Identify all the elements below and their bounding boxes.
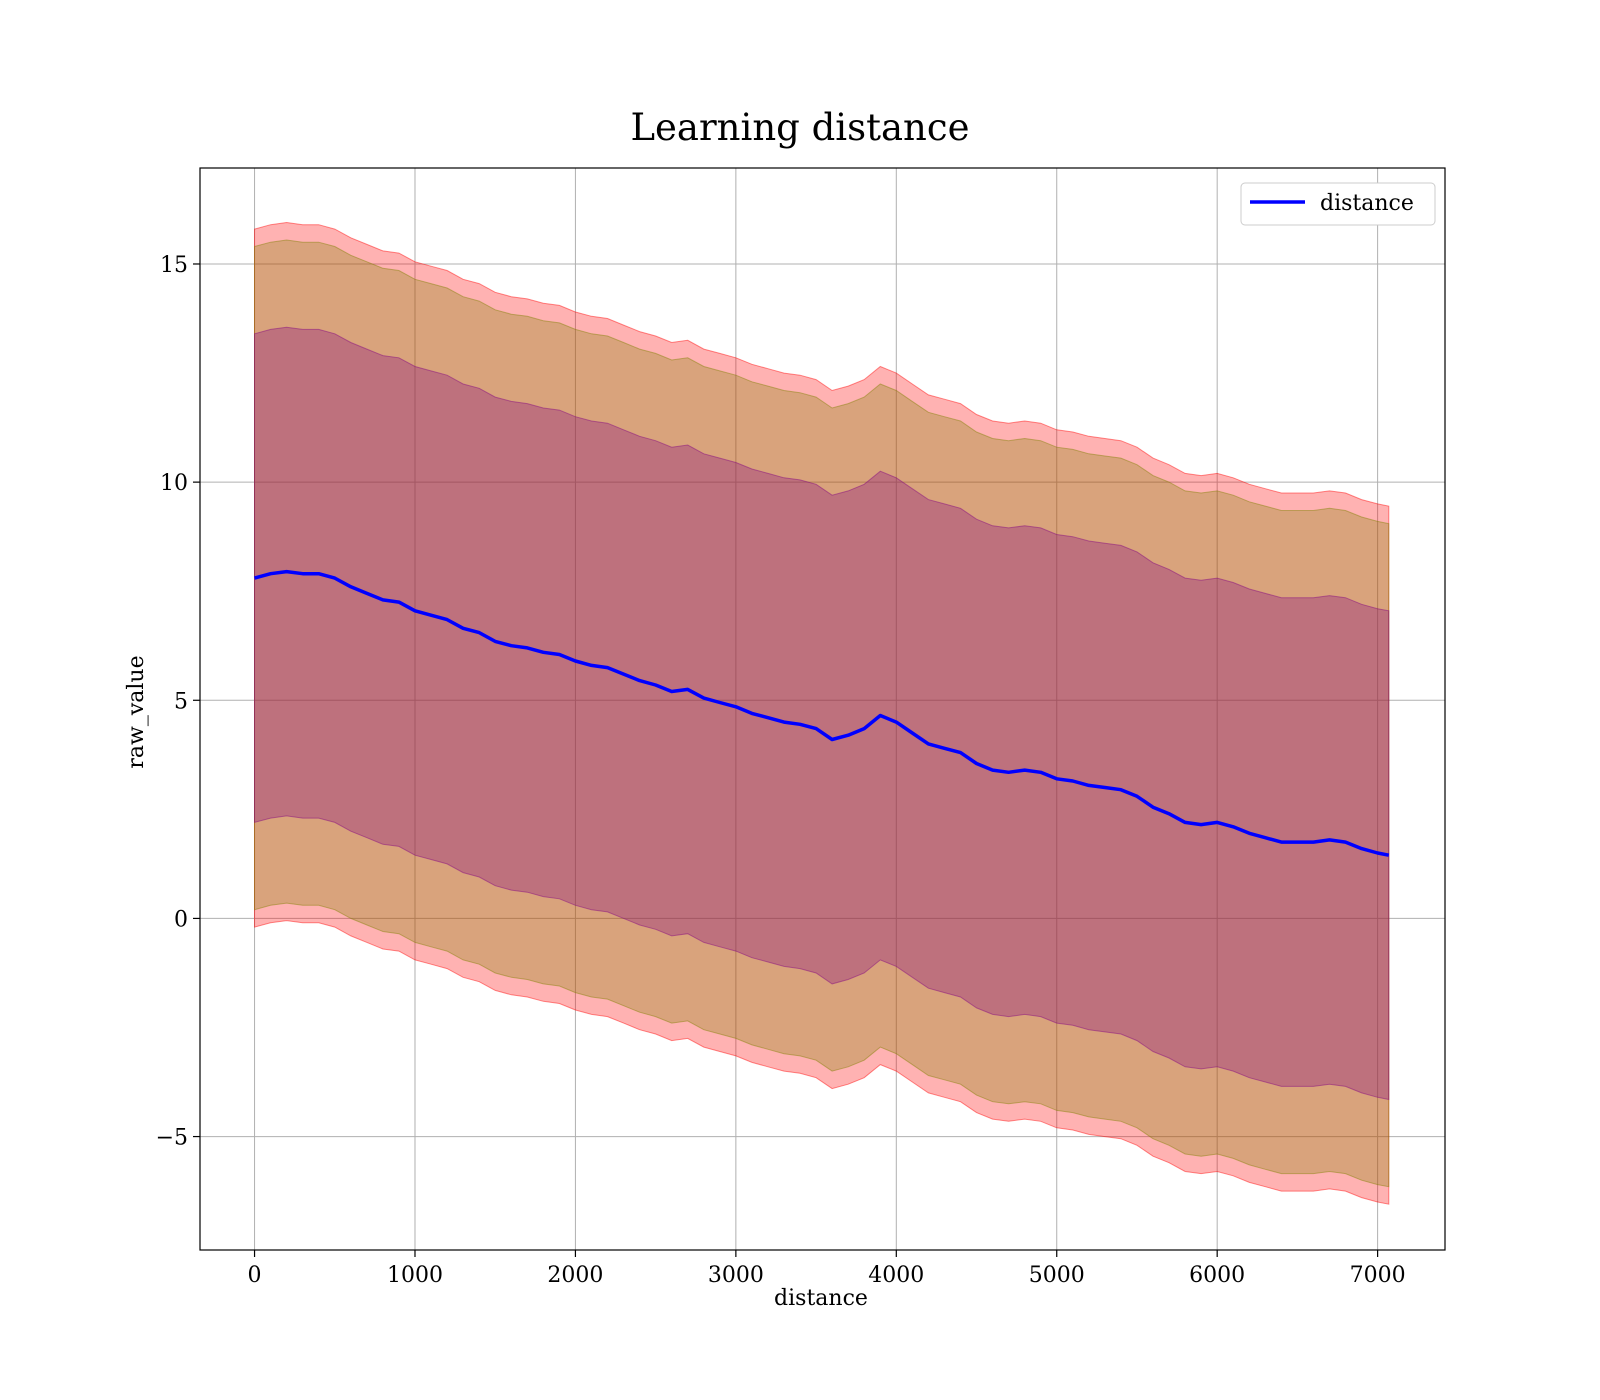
band-2: [254, 326, 1390, 1101]
x-tick-label-0: 0: [248, 1263, 262, 1288]
y-tick-label-2: 5: [174, 689, 188, 714]
legend-box: [1240, 182, 1436, 226]
chart-title: Learning distance: [630, 106, 969, 149]
x-axis-label: distance: [774, 1286, 868, 1311]
plot-area: [200, 168, 1445, 1250]
series-lines: [254, 569, 1390, 857]
grid-lines: [200, 168, 1445, 1250]
x-tick-label-3: 3000: [708, 1263, 764, 1288]
y-tick-label-1: 0: [174, 907, 188, 932]
series-line-distance: [254, 569, 1390, 857]
x-tick-label-1: 1000: [387, 1263, 443, 1288]
band-0: [254, 221, 1390, 1205]
x-tick-label-5: 5000: [1029, 1263, 1085, 1288]
legend-label: distance: [1320, 191, 1414, 216]
y-axis-label: raw_value: [124, 655, 149, 768]
x-tick-label-4: 4000: [868, 1263, 924, 1288]
x-tick-label-6: 6000: [1189, 1263, 1245, 1288]
confidence-bands: [254, 221, 1390, 1205]
band-1: [254, 239, 1390, 1188]
y-tick-label-4: 15: [160, 253, 188, 278]
legend: distance: [1240, 182, 1436, 226]
y-axis-ticks: −5 0 5 10 15: [156, 253, 200, 1151]
x-tick-label-2: 2000: [547, 1263, 603, 1288]
y-tick-label-0: −5: [156, 1126, 188, 1151]
y-tick-label-3: 10: [160, 471, 188, 496]
plot-frame: [199, 167, 1446, 1251]
x-tick-label-7: 7000: [1350, 1263, 1406, 1288]
x-axis-ticks: 0 1000 2000 3000 4000 5000 6000 7000: [248, 1250, 1406, 1288]
